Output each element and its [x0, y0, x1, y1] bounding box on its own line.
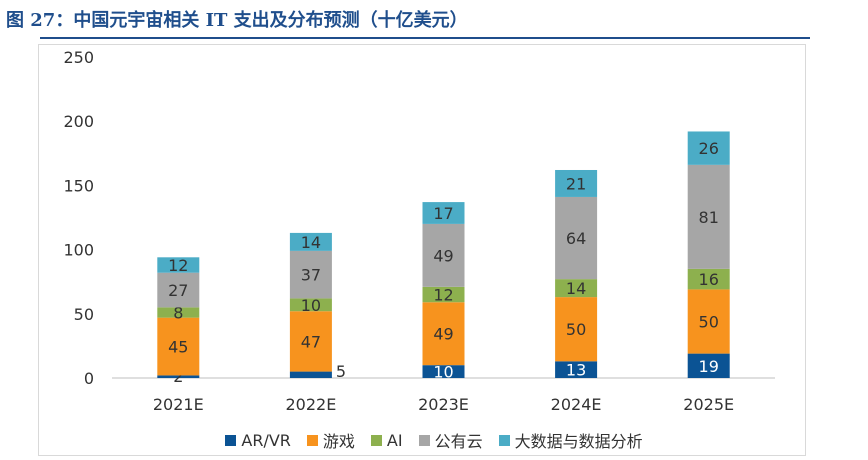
title-rule-right-tick — [800, 37, 810, 39]
y-tick-label: 0 — [84, 369, 94, 388]
bar-segment — [157, 375, 200, 378]
data-label: 45 — [168, 338, 188, 357]
y-tick-label: 150 — [63, 176, 94, 195]
bar-segment — [157, 257, 200, 273]
title-bar: 图 27：中国元宇宙相关 IT 支出及分布预测（十亿美元） — [0, 0, 868, 40]
data-label: 81 — [699, 208, 719, 227]
bar-segment — [687, 131, 730, 165]
legend-item: 大数据与数据分析 — [498, 428, 643, 452]
x-tick-label: 2022E — [285, 395, 336, 414]
data-label: 37 — [301, 266, 321, 285]
data-label: 47 — [301, 332, 321, 351]
legend-label: AI — [386, 430, 403, 450]
stacked-bar-chart: 0 50 100 150 200 250 2 45 8 27 12 2021E 5 47 10 37 14 202… — [63, 48, 775, 414]
y-tick-label: 100 — [63, 241, 94, 260]
chart-legend: AR/VR 游戏 AI 公有云 大数据与数据分析 — [0, 428, 868, 452]
figure-title: 图 27：中国元宇宙相关 IT 支出及分布预测（十亿美元） — [6, 10, 468, 31]
title-rule-left-tick — [40, 37, 50, 39]
bar-segment — [157, 317, 200, 376]
data-label: 21 — [566, 174, 586, 193]
data-label: 19 — [699, 357, 719, 376]
x-tick-label: 2024E — [551, 395, 602, 414]
bar-segment — [555, 297, 598, 362]
legend-label: 公有云 — [434, 432, 483, 451]
bar-segment — [422, 365, 465, 378]
bar-segment — [687, 289, 730, 354]
legend-swatch — [498, 434, 510, 446]
bar-segment — [157, 272, 200, 308]
y-tick-label: 250 — [63, 48, 94, 67]
data-label: 64 — [566, 229, 586, 248]
x-tick-label: 2023E — [418, 395, 469, 414]
bar-segment — [555, 196, 598, 280]
bar-segment — [422, 302, 465, 366]
legend-item: AR/VR — [225, 428, 291, 452]
legend-swatch — [370, 434, 382, 446]
legend-item: 游戏 — [306, 428, 355, 452]
data-label: 10 — [433, 363, 453, 382]
data-label: 16 — [699, 270, 719, 289]
bar-segment — [289, 250, 332, 299]
data-label: 12 — [433, 286, 453, 305]
data-label: 27 — [168, 281, 188, 300]
title-rule — [40, 37, 810, 39]
data-label: 2 — [173, 367, 183, 386]
y-tick-label: 200 — [63, 112, 94, 131]
legend-label: 大数据与数据分析 — [514, 432, 643, 451]
data-label: 8 — [173, 304, 183, 323]
bar-segment — [687, 268, 730, 290]
data-label: 10 — [301, 296, 321, 315]
legend-swatch — [225, 434, 237, 446]
bar-segment — [289, 311, 332, 372]
chart-frame — [38, 44, 806, 456]
bar-segment — [157, 307, 200, 318]
legend-swatch — [418, 434, 430, 446]
bar-segment — [555, 169, 598, 197]
bar-segment — [422, 202, 465, 224]
bar-segment — [289, 232, 332, 251]
y-tick-label: 50 — [74, 305, 94, 324]
legend-label: AR/VR — [241, 430, 291, 450]
bar-segment — [289, 371, 332, 378]
bar-segment — [422, 286, 465, 303]
bar-segment — [555, 361, 598, 378]
data-label: 50 — [566, 320, 586, 339]
legend-item: AI — [370, 428, 403, 452]
bar-segment — [687, 164, 730, 269]
legend-swatch — [306, 434, 318, 446]
x-tick-label: 2021E — [153, 395, 204, 414]
x-tick-label: 2025E — [683, 395, 734, 414]
data-label: 26 — [699, 139, 719, 158]
bar-segment — [422, 223, 465, 287]
data-label: 17 — [433, 204, 453, 223]
data-label: 12 — [168, 256, 188, 275]
data-label: 50 — [699, 313, 719, 332]
legend-label: 游戏 — [322, 432, 355, 451]
data-label: 5 — [336, 362, 346, 381]
bar-segment — [687, 353, 730, 378]
data-label: 49 — [433, 325, 453, 344]
data-label: 13 — [566, 361, 586, 380]
data-label: 14 — [301, 233, 321, 252]
legend-item: 公有云 — [418, 428, 483, 452]
data-label: 49 — [433, 246, 453, 265]
data-label: 14 — [566, 279, 586, 298]
bar-segment — [289, 298, 332, 312]
bar-segment — [555, 279, 598, 298]
